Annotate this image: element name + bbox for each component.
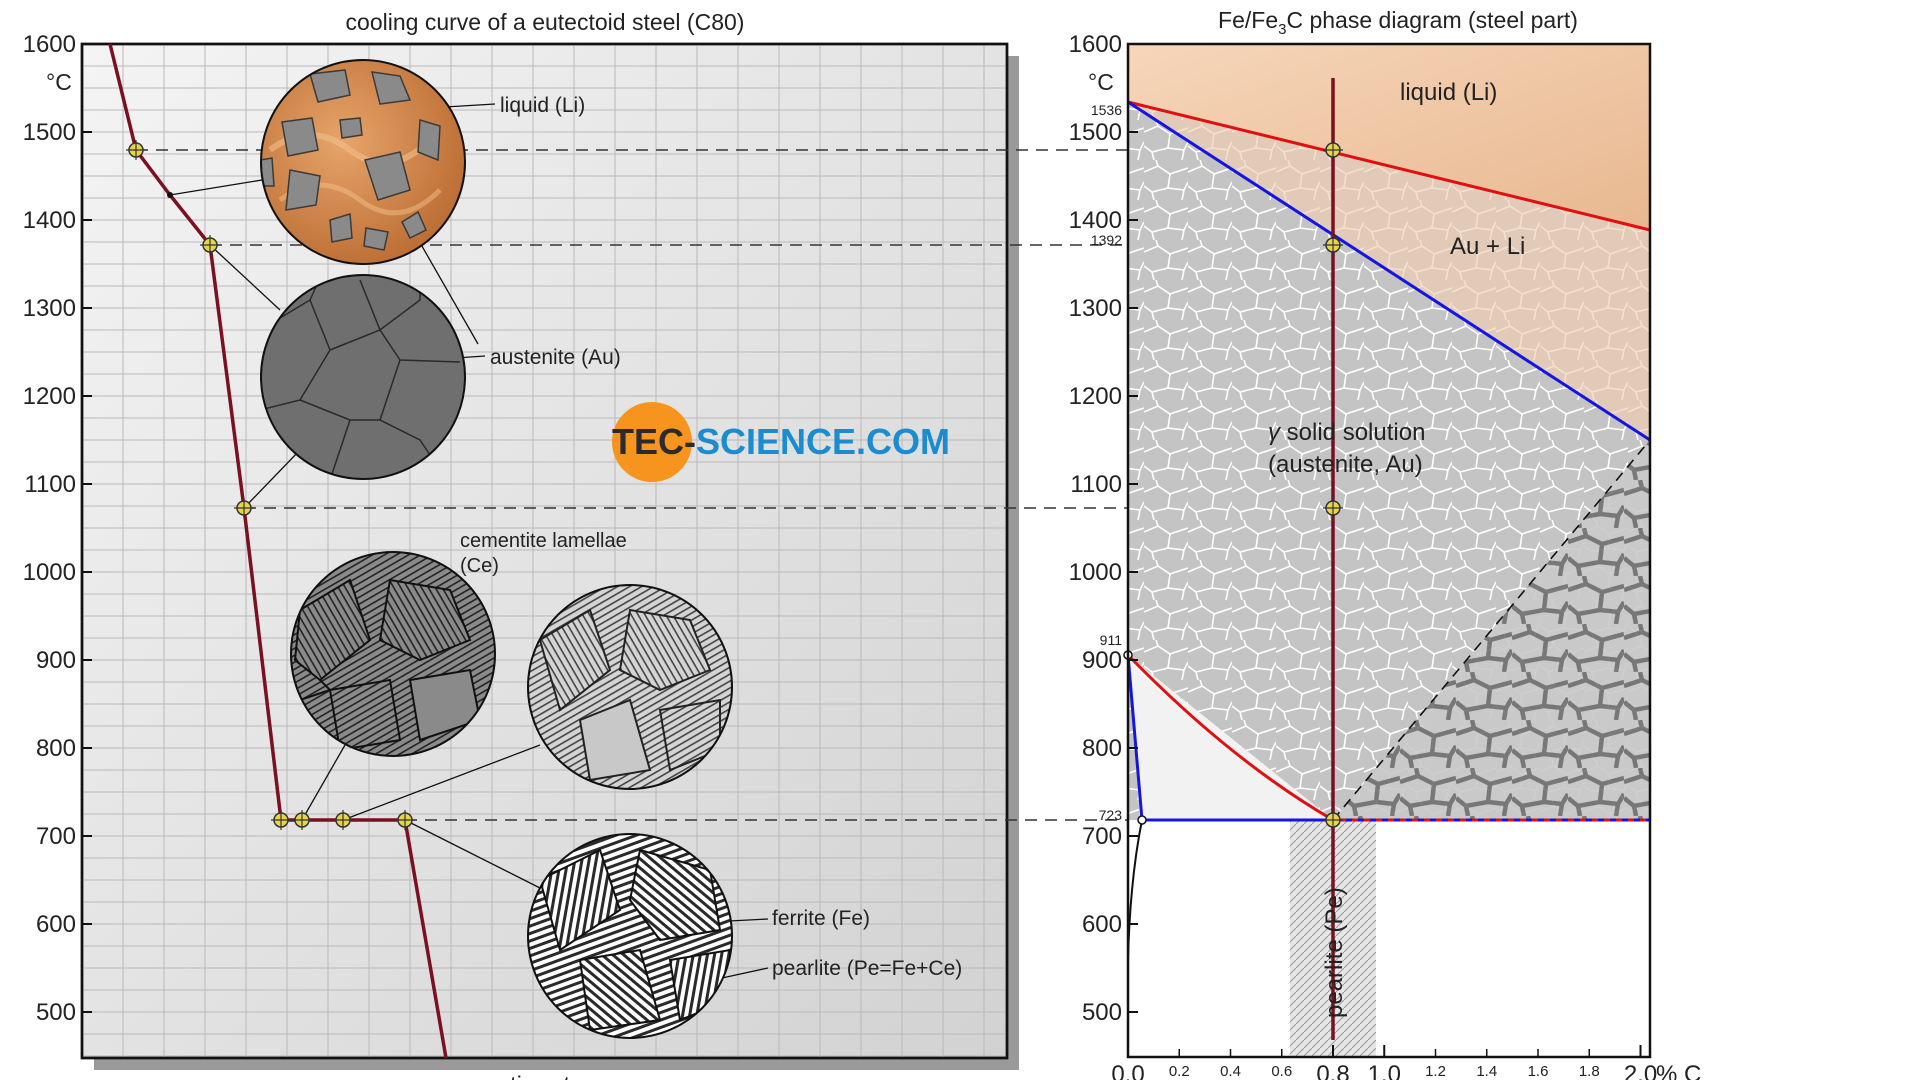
right-y-tick-label: 1500	[1069, 119, 1122, 146]
micrograph-pearlite	[527, 833, 733, 1039]
curve-marker	[292, 810, 312, 830]
right-y-tick-label: 1100	[1070, 471, 1122, 498]
phase-marker	[1323, 498, 1343, 518]
logo-text: tec-science.com	[612, 421, 950, 462]
region-liquid	[1128, 44, 1650, 230]
left-y-tick-label: 1200	[23, 383, 76, 410]
cooling-curve	[108, 43, 448, 1059]
curve-marker	[271, 810, 291, 830]
label-ferrite: ferrite (Fe)	[772, 907, 870, 930]
region-ferrite-pearlite	[1128, 820, 1650, 1057]
temp-911: 911	[1100, 632, 1123, 648]
curve-marker	[395, 810, 415, 830]
right-x-tick-label: 2.0	[1624, 1061, 1657, 1080]
curve-marker	[234, 498, 254, 518]
curve-marker	[126, 140, 146, 160]
temp-723: 723	[1099, 807, 1123, 823]
right-axes: 1600 1500 1400 1300 1200 1100 1000 900 800 700 600…	[1069, 31, 1702, 1080]
right-x-tick-label: 1.0	[1368, 1061, 1401, 1080]
region-ferrite-austenite	[1128, 655, 1333, 820]
right-chart-title: Fe/Fe3C phase diagram (steel part)	[1218, 7, 1578, 38]
phase-marker	[1323, 140, 1343, 160]
right-y-tick-label: 1200	[1069, 383, 1122, 410]
curve-marker	[200, 235, 220, 255]
right-x-minor-tick-label: 1.4	[1476, 1063, 1497, 1080]
micrograph-pearlite-forming	[527, 584, 733, 790]
temp-1392: 1392	[1091, 232, 1122, 248]
left-y-tick-label: 700	[36, 823, 76, 850]
right-y-tick-label: 900	[1082, 647, 1122, 674]
right-x-minor-tick-label: 1.8	[1579, 1063, 1600, 1080]
a3-line	[1126, 653, 1334, 822]
phase-marker	[1323, 810, 1343, 830]
micrograph-cementite-forming	[290, 551, 496, 757]
label-austenite: austenite (Au)	[490, 346, 621, 369]
right-y-tick-label: 800	[1082, 735, 1122, 762]
right-y-tick-label: 1300	[1069, 295, 1122, 322]
right-y-tick-label: 500	[1082, 999, 1122, 1026]
left-y-tick-label: 1300	[23, 295, 76, 322]
label-pearlite: pearlite (Pe=Fe+Ce)	[772, 957, 962, 980]
right-x-unit: % C	[1656, 1061, 1701, 1080]
right-y-tick-label: 700	[1082, 823, 1122, 850]
label-liquid: liquid (Li)	[500, 94, 585, 117]
right-x-minor-tick-label: 1.6	[1528, 1063, 1549, 1080]
left-chart-title: cooling curve of a eutectoid steel (C80)	[346, 9, 745, 35]
right-panel: Fe/Fe3C phase diagram (steel part)	[1069, 7, 1702, 1080]
left-y-tick-label: 1500	[23, 119, 76, 146]
left-y-tick-label: 1100	[24, 471, 76, 498]
left-panel: 1600 1500 1400 1300 1200 1100 1000 900 800 700 600…	[23, 9, 1333, 1080]
right-x-minor-tick-label: 0.2	[1169, 1063, 1190, 1080]
left-y-axis: 1600 1500 1400 1300 1200 1100 1000 900 800 700 600…	[23, 31, 92, 1026]
phase-marker	[1323, 235, 1343, 255]
ferrite-solvus-line	[1126, 654, 1144, 821]
label-cementite-line1: cementite lamellae	[460, 530, 627, 552]
region-label-gamma-solid-solution: γ solid solution	[1268, 419, 1425, 446]
solidus-line	[1127, 100, 1651, 442]
right-y-tick-label: 1400	[1069, 207, 1122, 234]
tec-science-logo: tec-science.com	[612, 402, 950, 482]
left-y-tick-label: 500	[36, 999, 76, 1026]
right-y-tick-label: 600	[1082, 911, 1122, 938]
right-y-unit: °C	[1088, 69, 1114, 95]
region-label-au-li: Au + Li	[1450, 233, 1525, 260]
logo-orange-circle	[612, 402, 692, 482]
temp-1536: 1536	[1091, 102, 1122, 118]
left-y-tick-label: 1600	[23, 31, 76, 58]
left-y-unit: °C	[46, 69, 72, 95]
region-label-pearlite: pearlite (Pe)	[1321, 887, 1348, 1018]
left-x-axis-label: time t	[510, 1072, 570, 1080]
left-y-tick-label: 600	[36, 911, 76, 938]
point-ferrite-limit	[1137, 815, 1147, 825]
region-label-austenite: (austenite, Au)	[1268, 451, 1423, 478]
cooling-curve-markers	[126, 140, 415, 830]
liquidus-line	[1127, 100, 1651, 232]
acm-line	[1332, 439, 1651, 821]
left-y-tick-label: 900	[36, 647, 76, 674]
curve-marker	[333, 810, 353, 830]
right-y-tick-label: 1600	[1069, 31, 1122, 58]
right-plot-frame	[1126, 42, 1652, 1059]
right-x-minor-tick-label: 1.2	[1425, 1063, 1446, 1080]
right-x-tick-label: 0.0	[1111, 1061, 1144, 1080]
phase-diagram-markers	[1323, 140, 1343, 830]
right-x-minor-tick-label: 0.4	[1220, 1063, 1241, 1080]
left-y-tick-label: 1400	[23, 207, 76, 234]
micrograph-liquid-austenite	[260, 59, 466, 265]
right-x-tick-label: 0.8	[1316, 1061, 1349, 1080]
right-x-minor-tick-label: 0.6	[1271, 1063, 1292, 1080]
label-cementite-line2: (Ce)	[460, 555, 499, 577]
micrograph-austenite	[260, 274, 466, 480]
left-y-tick-label: 800	[36, 735, 76, 762]
left-y-tick-label: 1000	[23, 559, 76, 586]
right-y-tick-label: 1000	[1069, 559, 1122, 586]
region-label-liquid: liquid (Li)	[1400, 79, 1497, 106]
